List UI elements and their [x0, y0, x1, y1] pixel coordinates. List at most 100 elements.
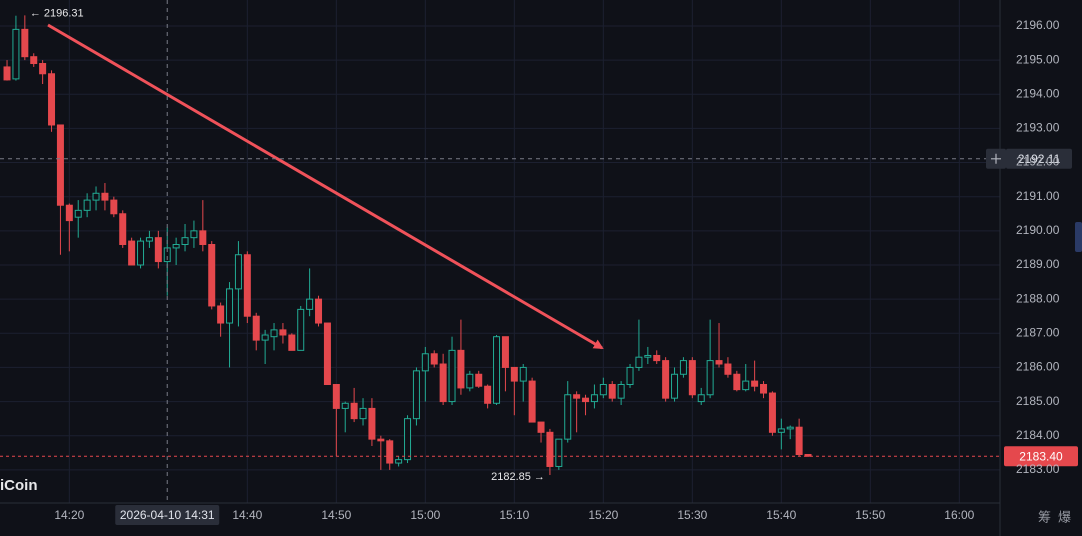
candle-body — [439, 363, 447, 403]
x-tick-label: 15:20 — [588, 508, 618, 522]
candle-body — [217, 305, 225, 324]
candle-body — [74, 209, 82, 218]
candle-body — [448, 349, 456, 403]
candle-body — [421, 353, 429, 372]
crosshair-price-box — [1006, 148, 1072, 169]
candle-body — [430, 353, 438, 365]
candle-body — [475, 373, 483, 387]
x-tick-label: 14:50 — [321, 508, 351, 522]
candle-body — [252, 315, 260, 341]
candle-body — [697, 394, 705, 403]
candle-body — [466, 373, 474, 389]
candle-body — [234, 254, 242, 290]
candle-body — [306, 298, 314, 310]
overlay: 2183.40 2026-04-10 14:31 2192.11 ← 2196.31 2… — [0, 0, 1078, 525]
candle-body — [742, 380, 750, 391]
candle-body — [145, 237, 153, 242]
candle-body — [608, 384, 616, 399]
candle-body — [261, 334, 269, 341]
x-tick-label: 14:40 — [232, 508, 262, 522]
candle-body — [190, 230, 198, 239]
candle-body — [208, 243, 216, 307]
candle-body — [644, 354, 652, 358]
candle-body — [172, 243, 180, 249]
candle-body — [404, 418, 412, 461]
side-tab[interactable] — [1075, 222, 1082, 252]
candle-body — [573, 394, 581, 399]
candle-body — [795, 426, 803, 456]
candle-body — [519, 366, 527, 382]
grid — [0, 0, 1000, 503]
candle-body — [510, 366, 518, 382]
candle-body — [804, 454, 812, 457]
candle-body — [56, 124, 64, 206]
y-tick-label: 2190.00 — [1016, 223, 1060, 237]
candle-body — [83, 199, 91, 211]
candle-body — [119, 213, 127, 245]
candle-body — [163, 247, 171, 263]
candle-body — [679, 360, 687, 375]
candle-body — [395, 459, 403, 464]
candle-body — [537, 421, 545, 433]
price-annotation: 2182.85 → — [491, 471, 545, 483]
candle-body — [226, 288, 234, 324]
candle-body — [590, 394, 598, 403]
candle-body — [733, 373, 741, 391]
y-tick-label: 2194.00 — [1016, 86, 1060, 100]
candle-body — [137, 240, 145, 266]
candle-body — [350, 402, 358, 420]
y-tick-label: 2192.00 — [1016, 155, 1060, 169]
add-alert-icon — [991, 153, 1001, 164]
y-tick-label: 2196.00 — [1016, 18, 1060, 32]
candle-body — [128, 240, 136, 266]
candle-body — [528, 380, 536, 423]
candle-body — [635, 356, 643, 368]
y-tick-label: 2187.00 — [1016, 325, 1060, 339]
candle-body — [30, 56, 38, 65]
x-tick-label: 16:00 — [944, 508, 974, 522]
candle-body — [555, 438, 563, 467]
candle-body — [751, 380, 759, 387]
candle-body — [760, 384, 768, 394]
candles — [3, 15, 812, 475]
candle-body — [564, 394, 572, 440]
x-tick-label: 15:50 — [855, 508, 885, 522]
x-tick-label: 15:10 — [499, 508, 529, 522]
candle-body — [270, 329, 278, 338]
candle-body — [724, 363, 732, 375]
candle-body — [21, 28, 29, 58]
candle-body — [323, 322, 331, 386]
y-tick-label: 2189.00 — [1016, 257, 1060, 271]
candle-body — [457, 349, 465, 389]
candle-body — [359, 407, 367, 420]
candle-body — [671, 373, 679, 399]
candle-body — [39, 63, 47, 75]
candle-body — [777, 428, 785, 433]
x-tick-label: 14:20 — [54, 508, 84, 522]
candle-body — [199, 230, 207, 245]
candle-body — [715, 360, 723, 365]
candle-body — [688, 360, 696, 396]
toolbar-button[interactable]: 筹 — [1038, 509, 1051, 524]
candle-body — [341, 402, 349, 409]
x-tick-label: 15:30 — [677, 508, 707, 522]
last-price-box — [1004, 446, 1078, 467]
y-tick-label: 2185.00 — [1016, 394, 1060, 408]
watermark: iCoin — [0, 477, 38, 494]
candle-body — [501, 336, 509, 368]
candle-body — [582, 397, 590, 403]
candle-body — [3, 66, 11, 81]
y-tick-label: 2193.00 — [1016, 121, 1060, 135]
toolbar-button[interactable]: 爆 — [1058, 509, 1071, 524]
candle-body — [662, 360, 670, 399]
candle-body — [12, 28, 20, 80]
candle-body — [706, 360, 714, 396]
candle-body — [368, 407, 376, 440]
y-tick-label: 2186.00 — [1016, 360, 1060, 374]
y-tick-label: 2195.00 — [1016, 52, 1060, 66]
candle-body — [110, 199, 118, 215]
candle-body — [65, 204, 73, 222]
candle-body — [412, 370, 420, 420]
crosshair-time-label: 2026-04-10 14:31 — [120, 508, 215, 522]
candle-body — [768, 392, 776, 433]
